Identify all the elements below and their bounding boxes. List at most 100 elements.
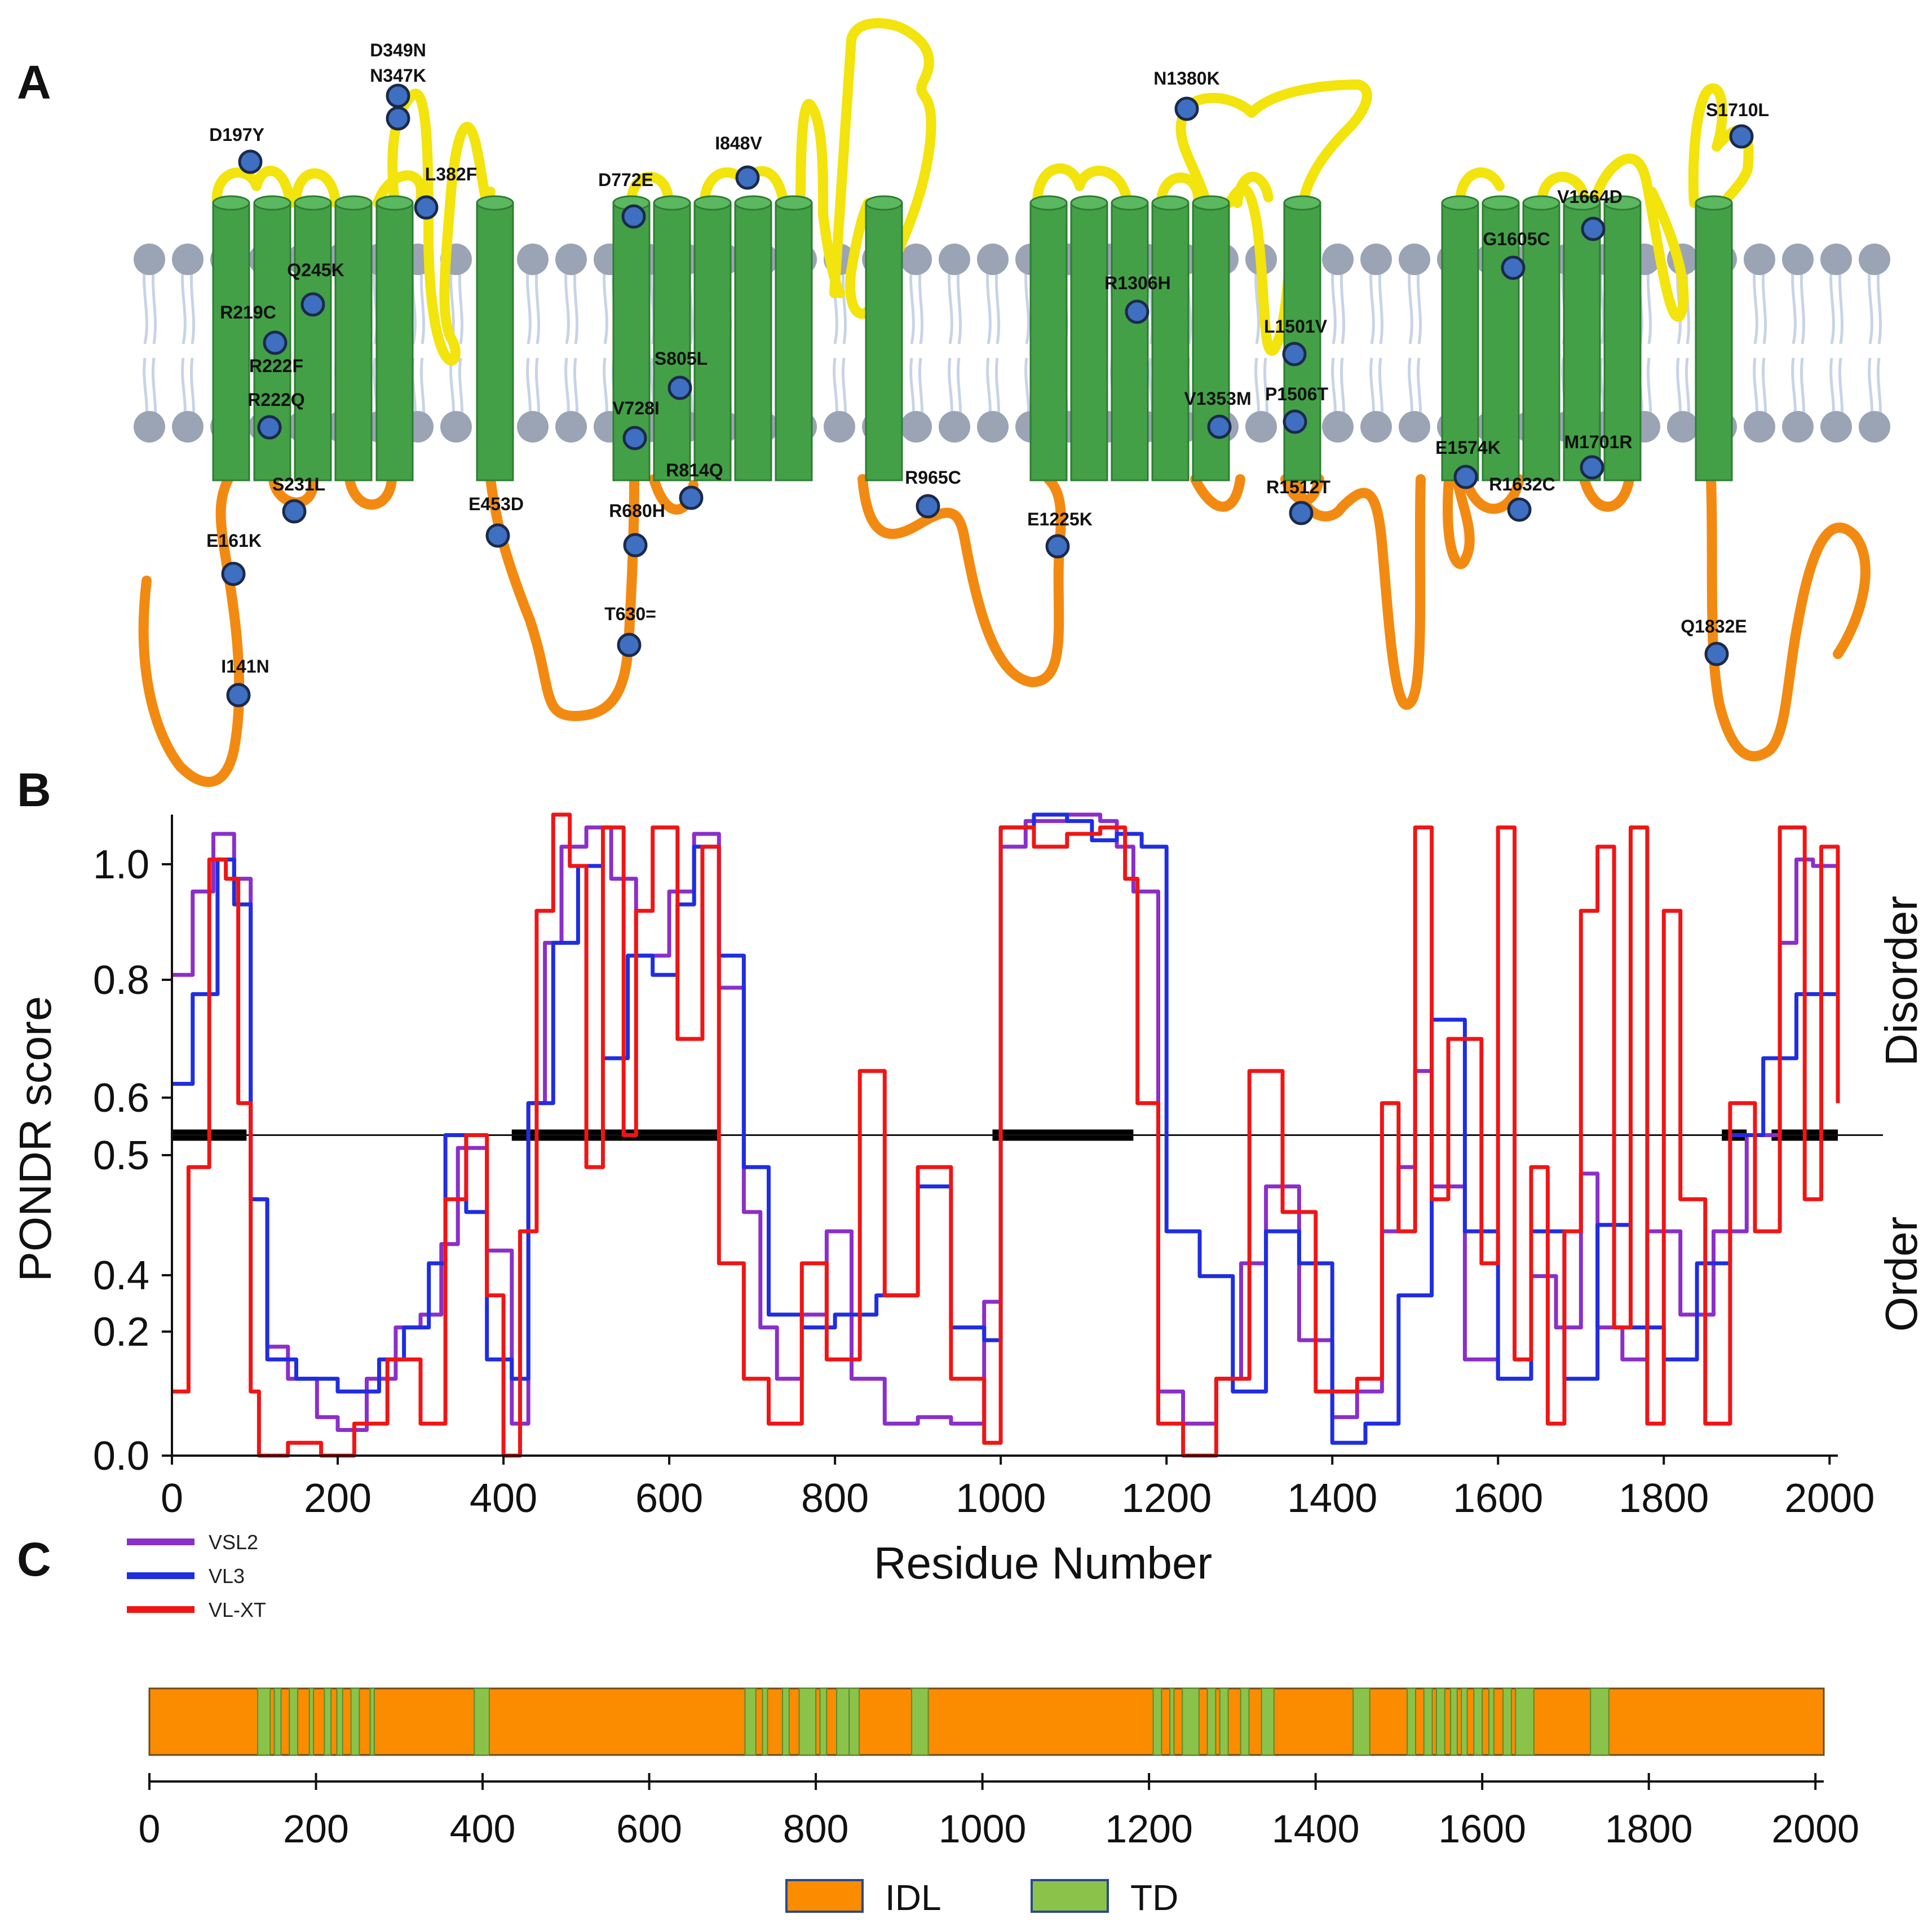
lipid-head — [939, 411, 970, 443]
c-x-tick-label: 0 — [139, 1807, 161, 1851]
lipid-head — [1399, 411, 1430, 443]
mutation-label: R1512T — [1266, 477, 1330, 497]
helix-cap — [476, 195, 514, 211]
mutation-label: P1506T — [1265, 384, 1329, 404]
td-segment — [911, 1688, 929, 1756]
helix-cap — [212, 195, 250, 211]
mutation-label: R222F — [249, 356, 303, 376]
td-segment — [1219, 1688, 1229, 1756]
helix-cap — [1111, 195, 1149, 211]
y-tick-label: 0.8 — [93, 958, 149, 1003]
series-vsl2 — [172, 812, 1840, 1432]
lipid-tail — [564, 264, 579, 344]
loop-intra — [1461, 474, 1524, 514]
lipid-tail — [1331, 264, 1346, 344]
lipid-head — [172, 244, 204, 275]
disorder-label: Disorder — [1876, 896, 1926, 1066]
helix-body — [334, 202, 373, 481]
y-tick-label: 0.5 — [93, 1133, 149, 1178]
lipid-head — [977, 411, 1009, 443]
helix — [476, 195, 514, 481]
helix — [1441, 195, 1479, 481]
lipid-head — [1820, 244, 1852, 275]
helix-cap — [375, 195, 414, 211]
lipid-head — [134, 244, 165, 275]
y-axis-title: PONDR score — [10, 996, 60, 1282]
c-x-tick-label: 1400 — [1272, 1807, 1360, 1851]
mutation-marker — [226, 683, 251, 708]
c-x-tick-label: 600 — [616, 1807, 682, 1851]
helix-body — [1695, 202, 1733, 481]
helix — [775, 195, 813, 481]
helix-cap — [1151, 195, 1190, 211]
mutation-label: N347K — [370, 65, 426, 86]
mutation-marker — [1501, 255, 1526, 280]
loop-extra — [1175, 79, 1372, 219]
c-legend: IDL TD — [785, 1877, 1178, 1918]
lipid-head — [977, 244, 1009, 275]
mutation-site: P1506T — [1265, 384, 1329, 434]
helix-body — [1441, 202, 1479, 481]
helix — [1111, 195, 1149, 481]
mutation-site: D349N — [370, 40, 426, 108]
mutation-marker — [221, 562, 246, 586]
mutation-label: R680H — [609, 501, 665, 521]
mutation-marker — [414, 195, 439, 220]
helix-body — [212, 202, 250, 481]
helix-body — [693, 202, 732, 481]
helix-cap — [294, 195, 332, 211]
helix-body — [1522, 202, 1560, 481]
y-ticks: 0.0 0.2 0.4 0.5 0.6 0.8 1.0 — [93, 842, 172, 1479]
loop-intra — [1292, 474, 1426, 710]
helix — [1522, 195, 1560, 481]
td-segment — [1182, 1688, 1200, 1756]
helix-cap — [693, 195, 732, 211]
mutation-marker — [1045, 534, 1070, 559]
order-label: Order — [1876, 1217, 1926, 1332]
loop-extra — [373, 170, 426, 208]
loop-intra — [138, 474, 245, 787]
td-segment — [308, 1688, 315, 1756]
c-x-tick-label: 1200 — [1105, 1807, 1193, 1851]
mutation-site: Q1832E — [1681, 616, 1747, 666]
c-legend-label: IDL — [885, 1877, 941, 1918]
mutation-site: R965C — [905, 467, 961, 519]
mutation-site: G1605C — [1483, 229, 1550, 280]
helix — [693, 195, 732, 481]
loop-intra — [344, 474, 397, 510]
mutation-label: S1710L — [1706, 100, 1769, 120]
mutation-label: R219C — [220, 302, 276, 322]
mutation-site: V1664D — [1557, 187, 1622, 241]
helix — [1482, 195, 1520, 481]
mutation-marker — [282, 499, 307, 524]
td-segment — [1261, 1688, 1275, 1756]
td-segment — [474, 1688, 490, 1756]
mutation-label: D772E — [598, 170, 653, 190]
mutation-marker — [1289, 501, 1314, 525]
legend-label: VL3 — [209, 1564, 245, 1588]
helix — [212, 195, 250, 481]
mutation-label: N1380K — [1153, 68, 1219, 89]
mutation-label: D197Y — [209, 125, 264, 145]
helix — [1695, 195, 1733, 481]
c-legend-swatch — [785, 1879, 864, 1913]
td-segment — [836, 1688, 850, 1756]
mutation-site: I141N — [221, 656, 269, 708]
mutation-marker — [386, 83, 410, 108]
helix-cap — [1441, 195, 1479, 211]
mutation-marker — [257, 415, 282, 440]
mutation-marker — [916, 494, 940, 519]
loop-extra — [1455, 167, 1505, 208]
mutation-site: E453D — [468, 494, 524, 548]
td-segment — [848, 1688, 860, 1756]
td-segment — [1435, 1688, 1445, 1756]
mutation-label: Q1832E — [1681, 616, 1747, 636]
td-segment — [350, 1688, 360, 1756]
c-x-ticks: 0 200 400 600 800 1000 1200 1400 1600 1800 2000 — [139, 1773, 1859, 1851]
td-segment — [369, 1688, 375, 1756]
c-legend-label: TD — [1130, 1877, 1178, 1918]
td-segment — [324, 1688, 332, 1756]
lipid-head — [1820, 411, 1852, 443]
helix-body — [476, 202, 514, 481]
